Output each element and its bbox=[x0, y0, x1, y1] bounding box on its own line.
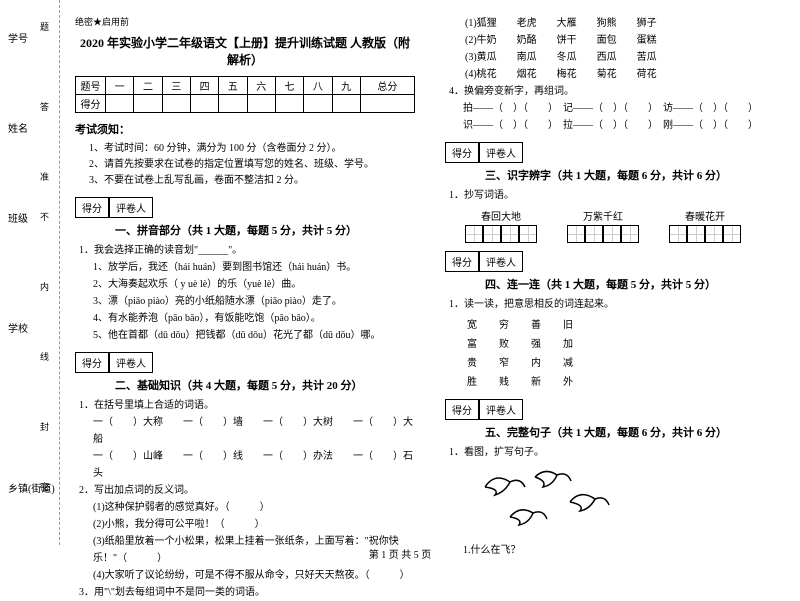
q2b-line: (2)小熊，我分得可公平啦！（ ） bbox=[79, 516, 415, 533]
binding-label: 班级 bbox=[8, 210, 28, 225]
score-marker-box: 得分 评卷人 bbox=[445, 251, 785, 272]
q2a-line: 一（ ）大称 一（ ）墙 一（ ）大树 一（ ）大船 bbox=[79, 414, 415, 448]
group-line: (2)牛奶 奶酪 饼干 面包 蛋糕 bbox=[465, 32, 785, 49]
seal-mark: 密 bbox=[40, 480, 49, 493]
left-column: 绝密★启用前 2020 年实验小学二年级语文【上册】提升训练试题 人教版（附解析… bbox=[60, 0, 430, 545]
q4-1: 1．读一读，把意思相反的词连起来。 bbox=[449, 296, 785, 313]
q2b-line: (4)大家听了议论纷纷，可是不得不服从命令，只好天天熬夜。（ ） bbox=[79, 567, 415, 584]
marker-cell: 评卷人 bbox=[479, 142, 523, 163]
grid-group: 万紫千红 bbox=[567, 208, 639, 243]
th: 一 bbox=[106, 77, 134, 95]
seal-mark: 内 bbox=[40, 280, 49, 293]
marker-cell: 评卷人 bbox=[479, 399, 523, 420]
score-cell: 得分 bbox=[445, 142, 479, 163]
seal-mark: 线 bbox=[40, 350, 49, 363]
q1-line: 4、有水能养泡（pāo bāo），有饭能吃饱（pāo bāo）。 bbox=[79, 310, 415, 327]
q1-line: 1、放学后，我还（hái huán）要到图书馆还（hái huán）书。 bbox=[79, 259, 415, 276]
q2c-stem: 3．用"\"划去每组词中不是同一类的词语。 bbox=[79, 584, 415, 601]
th: 三 bbox=[162, 77, 190, 95]
group-line: (1)狐狸 老虎 大雁 狗熊 狮子 bbox=[465, 15, 785, 32]
grid-label: 春回大地 bbox=[481, 208, 521, 223]
score-cell: 得分 bbox=[75, 352, 109, 373]
score-marker-box: 得分 评卷人 bbox=[445, 142, 785, 163]
seal-mark: 不 bbox=[40, 210, 49, 223]
group-line: (4)桃花 烟花 梅花 菊花 荷花 bbox=[465, 66, 785, 83]
notice-title: 考试须知： bbox=[75, 121, 415, 137]
seal-mark: 题 bbox=[40, 20, 49, 33]
q1-line: 3、漂（piāo piào）亮的小纸船随水漂（piāo piào）走了。 bbox=[79, 293, 415, 310]
th: 五 bbox=[219, 77, 247, 95]
notice-item: 2、请首先按要求在试卷的指定位置填写您的姓名、班级、学号。 bbox=[89, 157, 415, 173]
right-column: (1)狐狸 老虎 大雁 狗熊 狮子 (2)牛奶 奶酪 饼干 面包 蛋糕 (3)黄… bbox=[430, 0, 800, 545]
score-table: 题号 一 二 三 四 五 六 七 八 九 总分 得分 bbox=[75, 76, 415, 113]
grid-group: 春回大地 bbox=[465, 208, 537, 243]
binding-label: 学号 bbox=[8, 30, 28, 45]
th: 题号 bbox=[76, 77, 106, 95]
score-marker-box: 得分 评卷人 bbox=[445, 399, 785, 420]
page-footer: 第 1 页 共 5 页 bbox=[0, 546, 800, 561]
q2a-line: 一（ ）山峰 一（ ）线 一（ ）办法 一（ ）石头 bbox=[79, 448, 415, 482]
q2a-stem: 1．在括号里填上合适的词语。 bbox=[79, 397, 415, 414]
q2b-line: (1)这种保护弱者的感觉真好。（ ） bbox=[79, 499, 415, 516]
grid-label: 万紫千红 bbox=[583, 208, 623, 223]
score-cell: 得分 bbox=[75, 197, 109, 218]
td: 得分 bbox=[76, 95, 106, 113]
q3-1: 1．抄写词语。 bbox=[449, 187, 785, 204]
grid-label: 春暖花开 bbox=[685, 208, 725, 223]
th: 九 bbox=[332, 77, 360, 95]
match-table: 宽穷善旧 富败强加 贵窄内减 胜贱新外 bbox=[465, 313, 595, 391]
binding-label: 学校 bbox=[8, 320, 28, 335]
notice-item: 3、不要在试卷上乱写乱画，卷面不整洁扣 2 分。 bbox=[89, 173, 415, 189]
th: 二 bbox=[134, 77, 162, 95]
section-1-title: 一、拼音部分（共 1 大题，每题 5 分，共计 5 分） bbox=[115, 222, 415, 238]
group-line: (3)黄瓜 南瓜 冬瓜 西瓜 苦瓜 bbox=[465, 49, 785, 66]
q4-stem: 4．换偏旁变新字，再组词。 bbox=[449, 83, 785, 100]
char-grid-row: 春回大地 万紫千红 春暖花开 bbox=[465, 208, 785, 243]
score-cell: 得分 bbox=[445, 251, 479, 272]
grid-group: 春暖花开 bbox=[669, 208, 741, 243]
section-3-title: 三、识字辨字（共 1 大题，每题 6 分，共计 6 分） bbox=[485, 167, 785, 183]
marker-cell: 评卷人 bbox=[109, 352, 153, 373]
q1-line: 5、他在首都（dū dōu）把钱都（dū dōu）花光了都（dū dōu）哪。 bbox=[79, 327, 415, 344]
score-cell: 得分 bbox=[445, 399, 479, 420]
seal-mark: 封 bbox=[40, 420, 49, 433]
section-2-title: 二、基础知识（共 4 大题，每题 5 分，共计 20 分） bbox=[115, 377, 415, 393]
score-marker-box: 得分 评卷人 bbox=[75, 352, 415, 373]
th: 七 bbox=[275, 77, 303, 95]
q4-line: 拍——（ ）（ ） 记——（ ）（ ） 访——（ ）（ ） bbox=[449, 100, 785, 117]
birds-illustration bbox=[475, 467, 785, 540]
q5-1: 1．看图，扩写句子。 bbox=[449, 444, 785, 461]
marker-cell: 评卷人 bbox=[109, 197, 153, 218]
marker-cell: 评卷人 bbox=[479, 251, 523, 272]
th: 八 bbox=[304, 77, 332, 95]
q4-line: 识——（ ）（ ） 拉——（ ）（ ） 刚——（ ）（ ） bbox=[449, 117, 785, 134]
notice-item: 1、考试时间：60 分钟，满分为 100 分（含卷面分 2 分）。 bbox=[89, 141, 415, 157]
section-4-title: 四、连一连（共 1 大题，每题 5 分，共计 5 分） bbox=[485, 276, 785, 292]
section-5-title: 五、完整句子（共 1 大题，每题 6 分，共计 6 分） bbox=[485, 424, 785, 440]
q1-line: 2、大海奏起欢乐（ y uè lè）的乐（yuè lè）曲。 bbox=[79, 276, 415, 293]
exam-title: 2020 年实验小学二年级语文【上册】提升训练试题 人教版（附解析） bbox=[75, 34, 415, 68]
q2b-stem: 2．写出加点词的反义词。 bbox=[79, 482, 415, 499]
secret-label: 绝密★启用前 bbox=[75, 15, 415, 28]
score-marker-box: 得分 评卷人 bbox=[75, 197, 415, 218]
th: 四 bbox=[190, 77, 218, 95]
notice-list: 1、考试时间：60 分钟，满分为 100 分（含卷面分 2 分）。 2、请首先按… bbox=[75, 141, 415, 189]
seal-mark: 答 bbox=[40, 100, 49, 113]
th: 总分 bbox=[360, 77, 414, 95]
q1-stem: 1．我会选择正确的读音划"______"。 bbox=[79, 242, 415, 259]
seal-mark: 准 bbox=[40, 170, 49, 183]
binding-margin: 学号 姓名 班级 学校 乡镇(街道) 题 答 准 不 内 线 封 密 bbox=[0, 0, 60, 545]
binding-label: 姓名 bbox=[8, 120, 28, 135]
th: 六 bbox=[247, 77, 275, 95]
